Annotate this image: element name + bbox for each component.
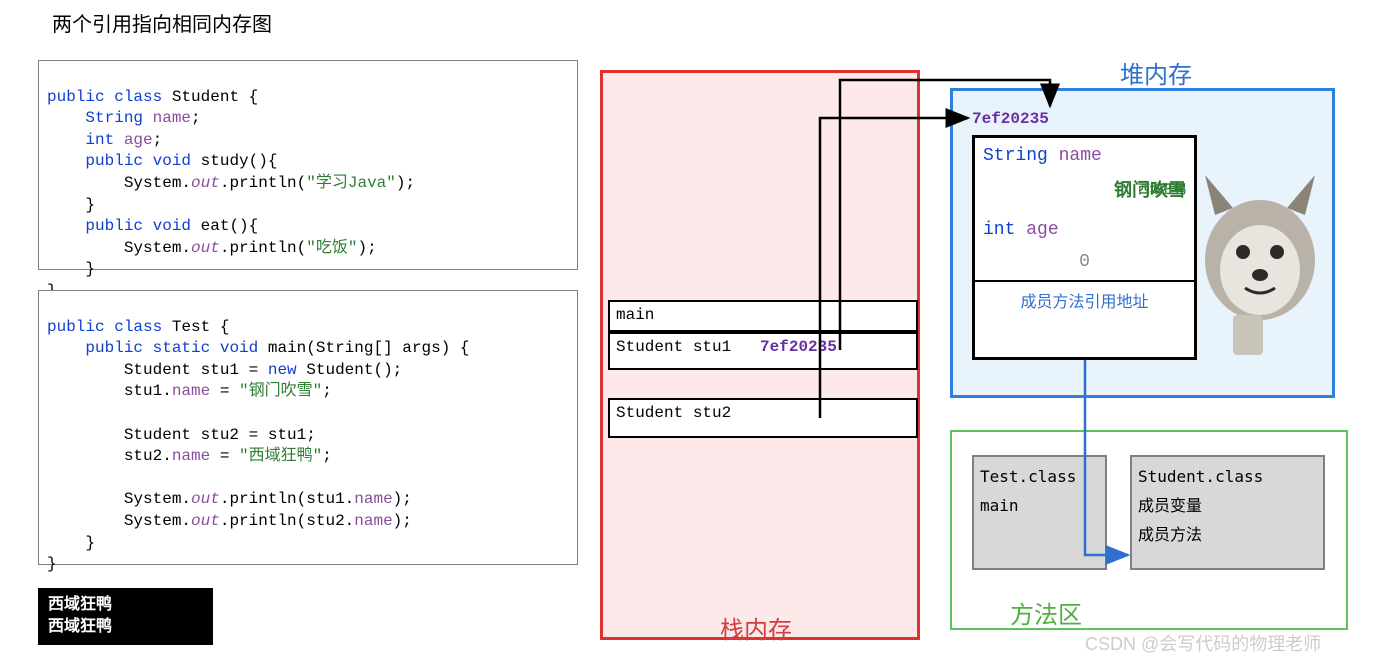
method-area-label: 方法区 <box>1010 595 1082 630</box>
method-box-student: Student.class 成员变量 成员方法 <box>1130 455 1325 570</box>
heap-label: 堆内存 <box>1120 55 1192 90</box>
decor-image <box>1185 160 1335 355</box>
page-title: 两个引用指向相同内存图 <box>52 8 272 37</box>
code-box-test: public class Test { public static void m… <box>38 290 578 565</box>
code-box-student: public class Student { String name; int … <box>38 60 578 270</box>
heap-object: String name 钢门吹雪 西域狂鸭 int age 0 成员方法引用地址 <box>972 135 1197 360</box>
heap-address: 7ef20235 <box>972 110 1049 128</box>
console-output: 西域狂鸭 西域狂鸭 <box>38 588 213 645</box>
method-box-test: Test.class main <box>972 455 1107 570</box>
watermark: CSDN @会写代码的物理老师 <box>1085 630 1321 656</box>
stack-frame-main: main <box>608 300 918 332</box>
stack-label: 栈内存 <box>720 610 792 645</box>
stack-frame-stu2: Student stu2 <box>608 398 918 438</box>
stack-frame-stu1: Student stu1 7ef20235 <box>608 332 918 370</box>
heap-methods-label: 成员方法引用地址 <box>975 280 1194 318</box>
